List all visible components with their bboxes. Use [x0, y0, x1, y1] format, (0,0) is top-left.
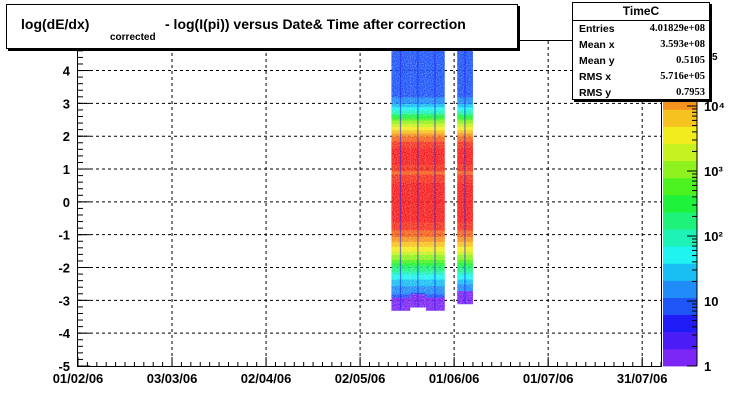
axes: 01/02/06 03/03/06 02/04/06 02/05/06 01/06/06…	[53, 43, 668, 386]
palette-swatch	[663, 331, 697, 350]
band-separator	[399, 47, 402, 311]
stats-value: 0.7953	[676, 87, 705, 98]
palette-swatch	[663, 314, 697, 333]
palette-swatch	[663, 229, 697, 247]
y-tick-label: -3	[58, 293, 70, 308]
x-tick-label: 01/02/06	[53, 371, 104, 386]
x-tick-label: 01/07/06	[523, 371, 574, 386]
band-separator	[464, 47, 466, 304]
y-tick-label: -5	[58, 359, 70, 374]
stats-row-mean-x: Mean x 3.593e+08	[573, 37, 709, 53]
palette-swatch	[663, 143, 697, 162]
stats-label: Mean x	[579, 39, 615, 51]
y-tick-label: 3	[63, 96, 70, 111]
band-separator	[417, 47, 419, 307]
palette-swatch	[663, 348, 697, 367]
stats-value: 0.5105	[676, 55, 705, 66]
palette-swatch	[663, 109, 697, 127]
stats-value: 5.716e+05	[660, 71, 705, 82]
palette-swatch	[663, 280, 697, 298]
plot-frame	[77, 40, 662, 367]
stats-label: RMS y	[579, 87, 612, 99]
stats-value: 4.01829e+08	[649, 23, 705, 34]
x-tick-label: 01/06/06	[429, 371, 480, 386]
stats-row-entries: Entries 4.01829e+08	[573, 21, 709, 37]
title-rest-text: - log(I(pi)) versus Date& Time after cor…	[165, 16, 466, 32]
stats-row-mean-y: Mean y 0.5105	[573, 53, 709, 69]
stats-box: TimeC Entries 4.01829e+08 Mean x 3.593e+…	[572, 2, 710, 100]
palette-swatch	[663, 212, 697, 230]
grid-lines	[78, 41, 661, 366]
palette-swatch	[663, 160, 697, 179]
stats-label: Mean y	[579, 55, 615, 67]
stats-row-rms-y: RMS y 0.7953	[573, 85, 709, 101]
band-separator	[434, 47, 436, 311]
y-tick-label: 1	[63, 162, 70, 177]
stats-value: 3.593e+08	[660, 39, 705, 50]
palette-tick-label: 10³	[704, 164, 723, 179]
heatmap-bands	[391, 45, 473, 311]
palette-swatch	[663, 263, 697, 281]
stats-row-rms-x: RMS x 5.716e+05	[573, 69, 709, 85]
x-tick-label: 02/05/06	[335, 371, 386, 386]
title-main-text: log(dE/dx)	[21, 16, 90, 32]
palette-tick-label: 10⁴	[704, 99, 725, 114]
x-tick-label: 02/04/06	[241, 371, 292, 386]
x-tick-label: 31/07/06	[617, 371, 668, 386]
y-tick-label: -4	[58, 326, 70, 341]
palette-swatch	[663, 194, 697, 213]
y-tick-label: 2	[63, 129, 70, 144]
y-tick-label: -2	[58, 261, 70, 276]
y-tick-label: 0	[63, 195, 70, 210]
palette-tick-label: 10²	[704, 229, 723, 244]
y-tick-label: -1	[58, 228, 70, 243]
x-tick-label: 03/03/06	[147, 371, 198, 386]
palette-top-label: 5	[712, 52, 718, 63]
stats-label: Entries	[579, 23, 615, 35]
palette-swatch	[663, 126, 697, 145]
palette-tick-label: 10	[704, 294, 718, 309]
palette-swatch	[663, 297, 697, 316]
palette-tick-label: 1	[704, 359, 711, 374]
stats-title: TimeC	[573, 3, 709, 21]
palette-swatch	[663, 177, 697, 196]
chart-title-box: log(dE/dx) corrected - log(I(pi)) versus…	[6, 4, 518, 49]
title-subscript-text: corrected	[110, 32, 156, 43]
y-tick-label: 4	[63, 64, 71, 79]
stats-label: RMS x	[579, 71, 612, 83]
palette-swatch	[663, 246, 697, 264]
